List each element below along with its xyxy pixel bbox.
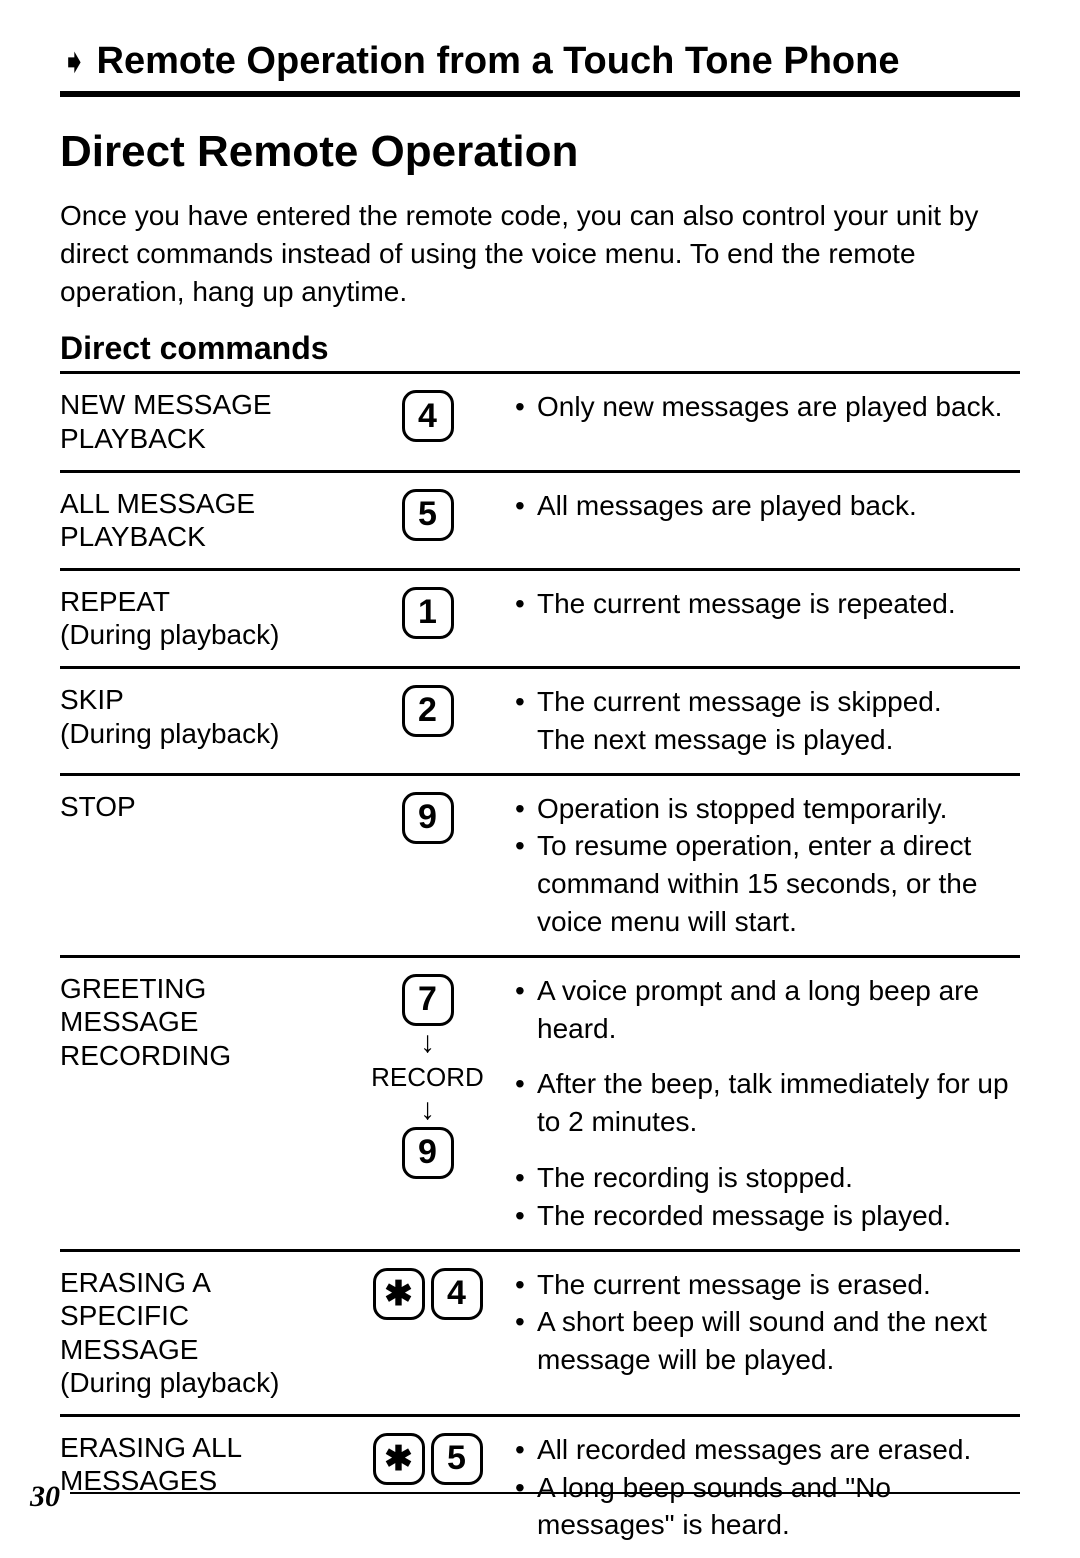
desc-line: The current message is erased. [515,1266,1020,1304]
command-keys: 1 [340,585,515,639]
key-4-icon: 4 [402,390,454,442]
command-keys: 5 [340,487,515,541]
command-desc: The current message is skipped. The next … [515,683,1020,759]
key-row: ✱ 4 [373,1268,483,1320]
spacer [515,1047,1020,1065]
command-name: ERASING ALL MESSAGES [60,1431,340,1498]
name-line: (During playback) [60,618,340,652]
desc-line: After the beep, talk immediately for up … [515,1065,1020,1141]
name-line: NEW MESSAGE [60,388,340,422]
command-desc: The current message is repeated. [515,585,1020,623]
name-line: PLAYBACK [60,520,340,554]
name-line: REPEAT [60,585,340,619]
command-name: ERASING A SPECIFIC MESSAGE (During playb… [60,1266,340,1400]
name-line: (During playback) [60,1366,340,1400]
name-line: ALL MESSAGE [60,487,340,521]
command-desc: All messages are played back. [515,487,1020,525]
command-keys: 4 [340,388,515,442]
key-5-icon: 5 [402,489,454,541]
command-keys: 9 [340,790,515,844]
manual-page: ➧ Remote Operation from a Touch Tone Pho… [0,0,1080,1524]
command-row-repeat: REPEAT (During playback) 1 The current m… [60,571,1020,669]
command-desc: Operation is stopped temporarily. To res… [515,790,1020,941]
desc-line: The recording is stopped. [515,1159,1020,1197]
pointer-icon: ➧ [60,45,89,79]
command-row-erase-specific: ERASING A SPECIFIC MESSAGE (During playb… [60,1252,1020,1417]
command-name: ALL MESSAGE PLAYBACK [60,487,340,554]
command-row-stop: STOP 9 Operation is stopped temporarily.… [60,776,1020,958]
key-1-icon: 1 [402,587,454,639]
command-row-new-message: NEW MESSAGE PLAYBACK 4 Only new messages… [60,374,1020,472]
down-arrow-icon: ↓ [420,1095,435,1125]
command-keys: 2 [340,683,515,737]
name-line: (During playback) [60,717,340,751]
command-desc: A voice prompt and a long beep are heard… [515,972,1020,1235]
desc-line: The current message is skipped. The next … [515,683,1020,759]
desc-line: The current message is repeated. [515,585,1020,623]
intro-text: Once you have entered the remote code, y… [60,197,1020,310]
commands-heading: Direct commands [60,330,1020,367]
desc-line: A voice prompt and a long beep are heard… [515,972,1020,1048]
command-desc: The current message is erased. A short b… [515,1266,1020,1379]
name-line: PLAYBACK [60,422,340,456]
key-9-icon: 9 [402,792,454,844]
footer-rule [70,1492,1020,1494]
command-row-erase-all: ERASING ALL MESSAGES ✱ 5 All recorded me… [60,1417,1020,1558]
name-line: RECORDING [60,1039,340,1073]
desc-line: Operation is stopped temporarily. [515,790,1020,828]
key-2-icon: 2 [402,685,454,737]
desc-text: The next message is played. [537,724,893,755]
down-arrow-icon: ↓ [420,1028,435,1058]
spacer [515,1141,1020,1159]
command-desc: All recorded messages are erased. A long… [515,1431,1020,1544]
command-name: GREETING MESSAGE RECORDING [60,972,340,1073]
key-row: ✱ 5 [373,1433,483,1485]
subtitle: Direct Remote Operation [60,127,1020,177]
command-row-greeting: GREETING MESSAGE RECORDING 7 ↓ RECORD ↓ … [60,958,1020,1252]
key-5-icon: 5 [431,1433,483,1485]
desc-text: The current message is skipped. [537,686,942,717]
section-title-row: ➧ Remote Operation from a Touch Tone Pho… [60,40,1020,97]
command-name: STOP [60,790,340,824]
key-star-icon: ✱ [373,1433,425,1485]
command-keys: 7 ↓ RECORD ↓ 9 [340,972,515,1179]
name-line: SPECIFIC [60,1299,340,1333]
desc-line: A short beep will sound and the next mes… [515,1303,1020,1379]
desc-line: The recorded message is played. [515,1197,1020,1235]
command-name: REPEAT (During playback) [60,585,340,652]
command-name: NEW MESSAGE PLAYBACK [60,388,340,455]
key-7-icon: 7 [402,974,454,1026]
name-line: ERASING ALL [60,1431,340,1465]
desc-line: To resume operation, enter a direct comm… [515,827,1020,940]
desc-line: All recorded messages are erased. [515,1431,1020,1469]
name-line: SKIP [60,683,340,717]
key-9-icon: 9 [402,1127,454,1179]
key-star-icon: ✱ [373,1268,425,1320]
name-line: GREETING [60,972,340,1006]
command-row-all-message: ALL MESSAGE PLAYBACK 5 All messages are … [60,473,1020,571]
command-name: SKIP (During playback) [60,683,340,750]
command-keys: ✱ 5 [340,1431,515,1485]
name-line: ERASING A [60,1266,340,1300]
desc-line: A long beep sounds and "No messages" is … [515,1469,1020,1545]
key-4-icon: 4 [431,1268,483,1320]
name-line: MESSAGE [60,1333,340,1367]
command-keys: ✱ 4 [340,1266,515,1320]
command-desc: Only new messages are played back. [515,388,1020,426]
section-title: Remote Operation from a Touch Tone Phone [97,40,900,83]
name-line: STOP [60,790,340,824]
record-label: RECORD [371,1062,484,1093]
command-row-skip: SKIP (During playback) 2 The current mes… [60,669,1020,776]
page-number: 30 [30,1480,60,1514]
desc-line: Only new messages are played back. [515,388,1020,426]
name-line: MESSAGE [60,1005,340,1039]
commands-table: NEW MESSAGE PLAYBACK 4 Only new messages… [60,371,1020,1558]
desc-line: All messages are played back. [515,487,1020,525]
